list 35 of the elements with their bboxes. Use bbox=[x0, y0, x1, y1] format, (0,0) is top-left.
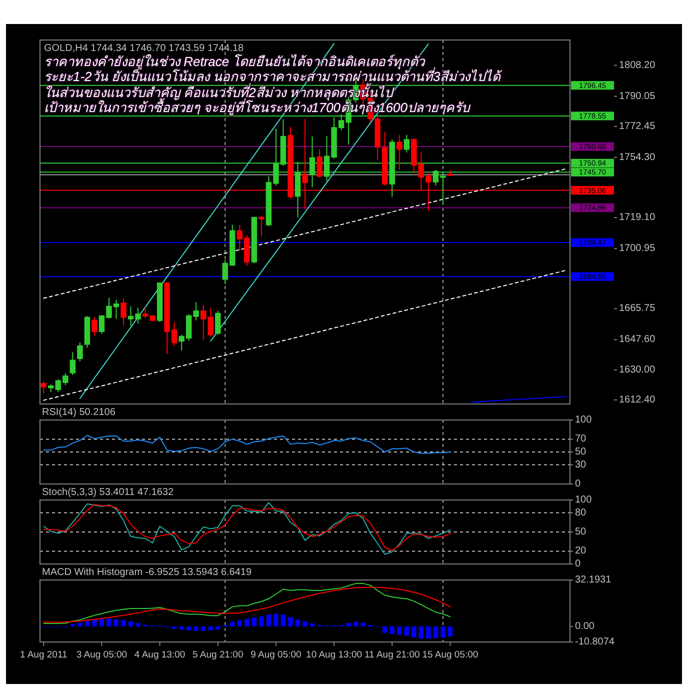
y-tick-label: 1754.30 bbox=[619, 152, 656, 163]
y-tick-label: 1665.75 bbox=[619, 303, 656, 314]
y-tick-label: 0 bbox=[575, 478, 581, 490]
y-tick-label: 0.00 bbox=[575, 620, 595, 632]
y-tick-label: 1719.10 bbox=[619, 212, 656, 224]
x-tick-label: 4 Aug 13:00 bbox=[134, 650, 186, 660]
y-tick-label: 1808.20 bbox=[619, 60, 656, 71]
y-tick-label: 30 bbox=[575, 459, 587, 470]
y-tick-label: 50 bbox=[575, 446, 587, 458]
y-tick-label: 1790.05 bbox=[619, 90, 656, 102]
y-tick-label: 70 bbox=[575, 434, 587, 445]
x-tick-label: 5 Aug 21:00 bbox=[192, 650, 244, 660]
x-tick-label: 15 Aug 05:00 bbox=[422, 650, 478, 660]
chart-title: GOLD,H4 1744.34 1746.70 1743.59 1744.18 bbox=[44, 43, 244, 54]
x-tick-label: 3 Aug 05:00 bbox=[76, 650, 128, 660]
y-tick-label: 1647.60 bbox=[619, 334, 656, 346]
y-tick-label: 32.1931 bbox=[575, 574, 612, 586]
chart-title: MACD With Histogram -6.9525 13.5943 6.6419 bbox=[42, 567, 252, 578]
y-tick-label: -10.8074 bbox=[575, 636, 615, 648]
y-tick-label: 100 bbox=[575, 414, 592, 426]
x-tick-label: 11 Aug 21:00 bbox=[364, 650, 420, 660]
y-tick-label: 50 bbox=[575, 526, 587, 538]
chart-title: Stoch(5,3,3) 53.4011 47.1632 bbox=[42, 487, 174, 498]
x-tick-label: 10 Aug 13:00 bbox=[306, 650, 362, 660]
x-tick-label: 9 Aug 05:00 bbox=[250, 650, 302, 660]
y-tick-label: 1700.95 bbox=[619, 243, 656, 254]
y-tick-label: 0 bbox=[575, 558, 581, 570]
x-tick-label: 1 Aug 2011 bbox=[20, 650, 68, 660]
chart-title: RSI(14) 50.2106 bbox=[42, 407, 116, 418]
y-tick-label: 1630.00 bbox=[619, 364, 656, 376]
y-tick-label: 1612.40 bbox=[619, 394, 656, 406]
y-tick-label: 80 bbox=[575, 507, 587, 518]
y-tick-label: 100 bbox=[575, 494, 592, 506]
y-tick-label: 20 bbox=[575, 546, 587, 557]
y-tick-label: 1772.45 bbox=[619, 120, 656, 132]
